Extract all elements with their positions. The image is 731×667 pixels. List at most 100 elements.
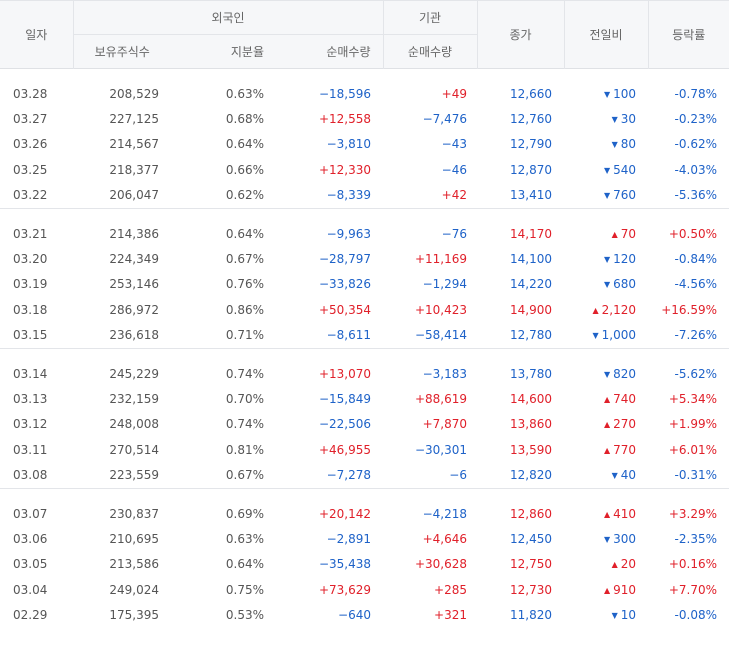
diff-cell: ▲ 270 [564,412,648,437]
date-cell: 03.22 [13,188,48,203]
header-close: 종가 [476,0,564,69]
triangle-down-icon: ▼ [611,115,618,125]
table-row: 03.08 223,559 0.67% −7,278 −6 12,820 ▼ 40 -0.31% [0,462,729,488]
inst-net-cell: −58,414 [414,328,467,343]
triangle-up-icon: ▲ [603,394,611,404]
rate-cell: -5.62% [674,366,717,381]
foreign-net-cell: −35,438 [318,557,371,572]
close-cell: 12,860 [510,506,552,521]
date-cell: 03.26 [13,137,48,152]
diff-cell: ▼ 120 [564,246,648,271]
holdings-cell: 230,837 [109,506,159,521]
holdings-cell: 286,972 [109,302,159,317]
diff-cell: ▼ 40 [564,462,648,488]
foreign-net-cell: −15,849 [318,391,371,406]
inst-net-cell: +49 [441,86,467,101]
holdings-cell: 249,024 [109,582,159,597]
diff-value: 2,120 [601,302,636,317]
header-diff: 전일비 [563,0,648,69]
diff-cell: ▲ 2,120 [564,297,648,322]
triangle-down-icon: ▼ [603,369,611,379]
table-row: 03.18 286,972 0.86% +50,354 +10,423 14,900 ▲ 2,… [0,297,729,322]
diff-value: 1,000 [601,328,636,343]
inst-net-cell: +30,628 [414,557,467,572]
close-cell: 13,410 [510,188,552,203]
foreign-net-cell: −33,826 [318,277,371,292]
triangle-down-icon: ▼ [611,140,618,150]
table-row: 03.21 214,386 0.64% −9,963 −76 14,170 ▲ 70 +0.50… [0,221,729,246]
diff-cell: ▲ 70 [564,221,648,246]
triangle-down-icon: ▼ [603,255,611,265]
table-row: 03.22 206,047 0.62% −8,339 +42 13,410 ▼ 760 -5.3… [0,183,729,209]
rate-cell: +7.70% [668,582,717,597]
holdings-cell: 245,229 [109,366,159,381]
holdings-cell: 224,349 [109,252,159,267]
diff-cell: ▼ 80 [564,132,648,157]
date-cell: 03.27 [13,112,48,127]
close-cell: 12,730 [510,582,552,597]
diff-cell: ▼ 30 [564,106,648,131]
rate-cell: -0.31% [674,468,717,483]
table-row: 03.27 227,125 0.68% +12,558 −7,476 12,760 ▼ 30 -… [0,106,729,131]
triangle-up-icon: ▲ [611,560,618,570]
rate-cell: -0.78% [674,86,717,101]
holdings-cell: 253,146 [109,277,159,292]
close-cell: 12,760 [510,112,552,127]
close-cell: 13,780 [510,366,552,381]
foreign-net-cell: +50,354 [318,302,371,317]
inst-net-cell: −4,218 [422,506,467,521]
table-row: 03.13 232,159 0.70% −15,849 +88,619 14,600 ▲ 74… [0,386,729,411]
inst-net-cell: +285 [434,582,467,597]
foreign-net-cell: −640 [338,608,371,623]
date-cell: 03.07 [13,506,48,521]
table-row: 03.12 248,008 0.74% −22,506 +7,870 13,860 ▲ 270… [0,412,729,437]
ratio-cell: 0.67% [225,468,264,483]
holdings-cell: 236,618 [109,328,159,343]
date-cell: 02.29 [13,608,48,623]
table-row: 03.26 214,567 0.64% −3,810 −43 12,790 ▼ 80 -0.62… [0,132,729,157]
ratio-cell: 0.63% [225,531,264,546]
triangle-up-icon: ▲ [592,305,599,315]
holdings-cell: 208,529 [109,86,159,101]
triangle-up-icon: ▲ [603,585,611,595]
ratio-cell: 0.62% [225,188,264,203]
rate-cell: +3.29% [668,506,717,521]
foreign-net-cell: +13,070 [318,366,371,381]
inst-net-cell: −1,294 [422,277,467,292]
close-cell: 11,820 [510,608,552,623]
triangle-up-icon: ▲ [603,509,611,519]
date-cell: 03.25 [13,162,48,177]
header-date: 일자 [0,0,73,69]
ratio-cell: 0.86% [225,302,264,317]
date-cell: 03.20 [13,252,48,267]
triangle-down-icon: ▼ [603,191,611,201]
holdings-cell: 210,695 [109,531,159,546]
inst-net-cell: +88,619 [414,391,467,406]
diff-cell: ▲ 910 [564,577,648,602]
group-spacer [0,69,729,82]
rate-cell: -2.35% [674,531,717,546]
foreign-net-cell: −2,891 [326,531,371,546]
table-row: 03.04 249,024 0.75% +73,629 +285 12,730 ▲ 910 +7… [0,577,729,602]
group-spacer [0,207,729,221]
table-row: 03.07 230,837 0.69% +20,142 −4,218 12,860 ▲ 410… [0,501,729,526]
table-body: 03.28 208,529 0.63% −18,596 +49 12,660 ▼ 100 -0.… [0,69,729,628]
header-holdings: 보유주식수 [72,34,171,69]
holdings-cell: 232,159 [109,391,159,406]
table-row: 03.19 253,146 0.76% −33,826 −1,294 14,220 ▼ 680… [0,272,729,297]
diff-value: 300 [613,531,636,546]
diff-value: 820 [613,366,636,381]
foreign-net-cell: −8,611 [326,328,371,343]
ratio-cell: 0.66% [225,162,264,177]
date-cell: 03.11 [13,442,48,457]
date-cell: 03.15 [13,328,48,343]
table-header: 일자 외국인 기관 종가 전일비 등락률 보유주식수 지분율 순매수량 순매수량 [0,0,729,69]
date-cell: 03.28 [13,86,48,101]
diff-value: 680 [613,277,636,292]
foreign-net-cell: −9,963 [326,226,371,241]
table-row: 03.28 208,529 0.63% −18,596 +49 12,660 ▼ 100 -0.… [0,81,729,106]
foreign-net-cell: +46,955 [318,442,371,457]
close-cell: 12,750 [510,557,552,572]
rate-cell: +6.01% [668,442,717,457]
triangle-down-icon: ▼ [611,471,618,481]
